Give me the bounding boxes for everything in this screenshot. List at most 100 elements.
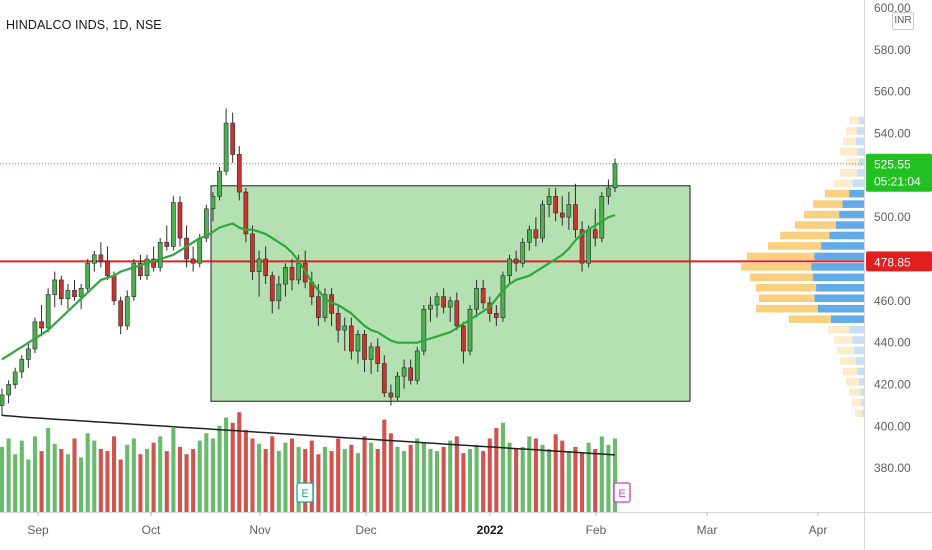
volume-bar [171, 428, 176, 512]
candle-up [26, 348, 31, 360]
volume-profile-up-bar [857, 367, 864, 376]
candle-up [157, 241, 163, 268]
support-line[interactable] [0, 163, 864, 263]
price-tick-label: 500.00 [874, 210, 911, 224]
earnings-marker[interactable] [613, 482, 631, 503]
candle-up [78, 287, 84, 297]
volume-profile-up-bar [857, 127, 864, 135]
volume-profile-down-bar [846, 127, 858, 135]
volume-profile-down-bar [768, 242, 822, 250]
volume-bar [65, 454, 70, 512]
earnings-marker-label: E [618, 488, 625, 500]
volume-profile-down-bar [747, 252, 815, 261]
candle-up [223, 122, 229, 172]
volume-bar [369, 442, 374, 512]
volume-profile-up-bar [855, 357, 864, 365]
candle-down [335, 313, 341, 331]
price-tick-label: 460.00 [874, 294, 911, 308]
candle-up [395, 375, 400, 398]
time-axis[interactable]: Sep Oct Nov Dec 2022 Feb Mar Apr [27, 512, 827, 537]
volume-bar [573, 446, 578, 512]
volume-bar [441, 446, 446, 512]
time-tick-label: Oct [142, 523, 161, 537]
volume-bar [606, 444, 611, 512]
volume-profile-up-bar [859, 378, 864, 386]
candle-up [19, 359, 25, 373]
volume-bar [257, 443, 262, 512]
candle-up [507, 258, 512, 277]
volume-bar [553, 434, 558, 512]
candle-down [243, 191, 249, 235]
candle-down [461, 325, 466, 352]
price-tick-label: 560.00 [874, 85, 911, 99]
volume-bar [26, 459, 31, 512]
candle-down [177, 202, 183, 239]
volume-profile-down-bar [837, 346, 855, 355]
volume-bar [527, 436, 532, 512]
candle-up [124, 296, 130, 327]
range-box-rect [210, 185, 691, 402]
volume-bar [533, 438, 538, 512]
volume-profile-up-bar [849, 189, 864, 198]
volume-bar [586, 442, 591, 512]
volume-bar [415, 438, 420, 512]
candle-down [316, 296, 321, 318]
candlesticks [0, 108, 618, 416]
volume-profile-down-bar [789, 315, 831, 323]
candle-down [388, 392, 394, 398]
volume-bar [210, 438, 215, 512]
range-box [210, 185, 691, 402]
candle-up [52, 279, 58, 295]
volume-profile-up-bar [839, 210, 864, 219]
candle-down [289, 267, 295, 281]
candle-down [362, 334, 367, 360]
volume-bar [125, 444, 130, 512]
volume-bar [32, 436, 38, 512]
candle-down [480, 287, 486, 304]
volume-profile-down-bar [846, 378, 860, 386]
chart-title: HINDALCO INDS, 1D, NSE [6, 18, 162, 32]
candle-up [474, 287, 479, 310]
volume-bar [131, 438, 136, 512]
price-tick-label: 380.00 [874, 461, 911, 475]
volume-profile-up-bar [842, 200, 864, 208]
volume-bar [105, 451, 110, 512]
currency-badge[interactable]: INR [892, 12, 914, 30]
volume-profile-up-bar [859, 116, 864, 125]
candle-up [368, 346, 374, 360]
volume-profile-up-bar [859, 158, 864, 167]
candle-down [250, 233, 255, 272]
countdown-label: 05:21:04 [874, 175, 921, 189]
level-price-label: 478.85 [874, 255, 911, 269]
volume-profile-up-bar [849, 325, 864, 334]
volume-profile-down-bar [846, 158, 860, 167]
volume-bar [118, 459, 123, 512]
candle-up [566, 204, 572, 218]
volume-bar [448, 440, 453, 512]
volume-bar [243, 430, 248, 512]
volume-bar [612, 438, 618, 512]
earnings-marker[interactable] [296, 482, 314, 503]
volume-profile-up-bar [852, 336, 864, 344]
candle-down [375, 346, 381, 364]
last-price-label: 525.55 [874, 158, 911, 172]
volume-bar [454, 436, 459, 512]
candle-up [6, 384, 11, 396]
volume-bar [388, 433, 393, 512]
time-tick-label: Feb [586, 523, 607, 537]
volume-profile-up-bar [817, 304, 864, 313]
volume-bar [177, 446, 183, 512]
volume-bar [164, 451, 169, 512]
volume-profile-down-bar [813, 200, 843, 208]
volume-ma-line [1, 414, 616, 456]
volume-profile-down-bar [843, 137, 856, 146]
candle-up [434, 296, 440, 306]
price-axis[interactable]: 600.00580.00560.00540.00520.00500.00480.… [874, 1, 911, 475]
candle-down [190, 258, 196, 264]
volume-bar [79, 457, 84, 512]
volume-bar [6, 438, 11, 512]
time-tick-label: Nov [249, 523, 270, 537]
candle-up [85, 262, 91, 289]
